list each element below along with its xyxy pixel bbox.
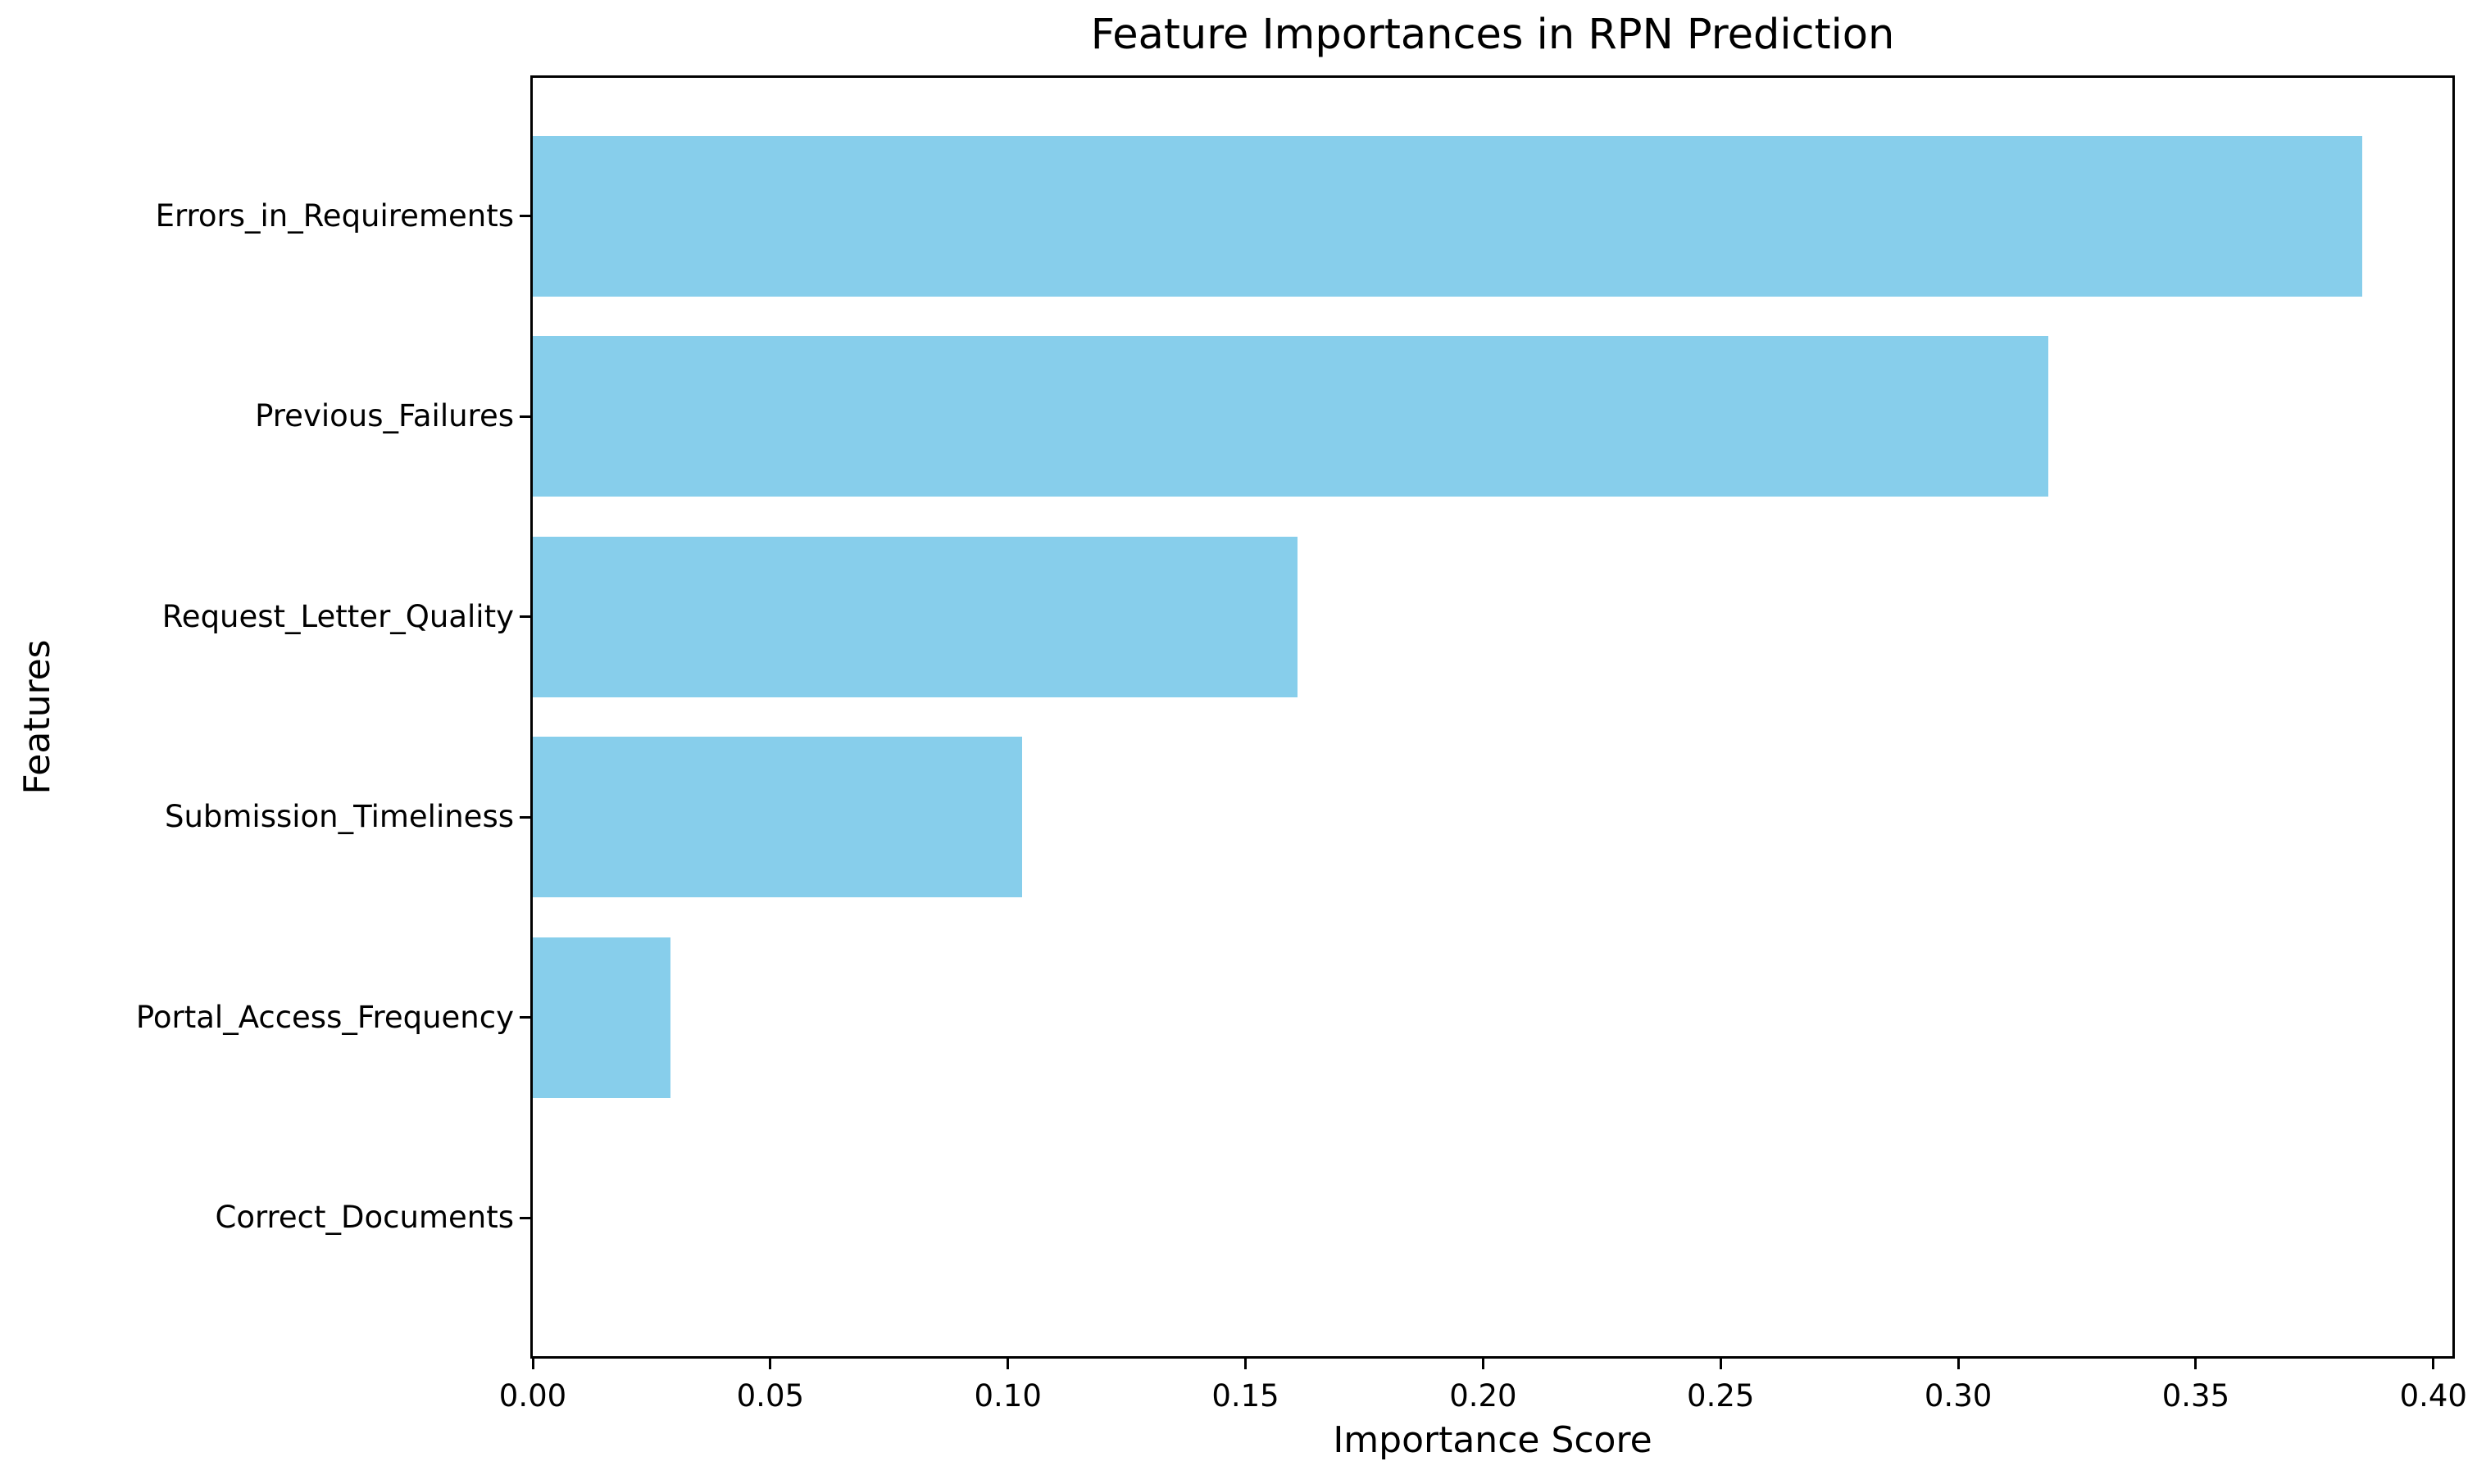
x-tick-label: 0.15 — [1211, 1378, 1279, 1414]
y-tick-mark — [520, 815, 530, 819]
x-tick-mark — [1244, 1359, 1248, 1369]
x-tick-label: 0.20 — [1449, 1378, 1517, 1414]
x-tick-mark — [769, 1359, 772, 1369]
y-axis-title: Features — [16, 639, 58, 795]
x-tick-label: 0.30 — [1924, 1378, 1993, 1414]
bar-previous_failures — [533, 336, 2049, 497]
bar-request_letter_quality — [533, 536, 1298, 697]
y-tick-label: Errors_in_Requirements — [155, 197, 514, 234]
y-tick-mark — [520, 415, 530, 418]
x-tick-mark — [1007, 1359, 1010, 1369]
bar-portal_access_frequency — [533, 937, 671, 1098]
y-tick-mark — [520, 615, 530, 619]
x-tick-label: 0.40 — [2399, 1378, 2467, 1414]
y-tick-label: Portal_Access_Frequency — [135, 999, 514, 1035]
x-tick-label: 0.25 — [1687, 1378, 1755, 1414]
plot-area — [530, 75, 2455, 1359]
bars-layer — [533, 78, 2452, 1356]
x-tick-mark — [2432, 1359, 2435, 1369]
x-tick-label: 0.10 — [974, 1378, 1042, 1414]
x-tick-mark — [1481, 1359, 1484, 1369]
y-tick-label: Request_Letter_Quality — [161, 598, 514, 634]
x-tick-mark — [2194, 1359, 2197, 1369]
x-axis-title: Importance Score — [1333, 1419, 1652, 1461]
x-tick-label: 0.00 — [498, 1378, 567, 1414]
y-tick-mark — [520, 215, 530, 218]
y-tick-mark — [520, 1016, 530, 1019]
y-tick-label: Submission_Timeliness — [164, 799, 514, 835]
bar-submission_timeliness — [533, 737, 1023, 898]
bar-errors_in_requirements — [533, 135, 2362, 297]
x-tick-label: 0.05 — [736, 1378, 805, 1414]
y-tick-label: Correct_Documents — [215, 1200, 514, 1236]
x-tick-mark — [1957, 1359, 1960, 1369]
chart-title: Feature Importances in RPN Prediction — [1090, 11, 1895, 59]
x-tick-label: 0.35 — [2161, 1378, 2230, 1414]
x-tick-mark — [1719, 1359, 1722, 1369]
y-tick-label: Previous_Failures — [255, 398, 514, 434]
x-tick-mark — [531, 1359, 534, 1369]
y-tick-mark — [520, 1216, 530, 1219]
